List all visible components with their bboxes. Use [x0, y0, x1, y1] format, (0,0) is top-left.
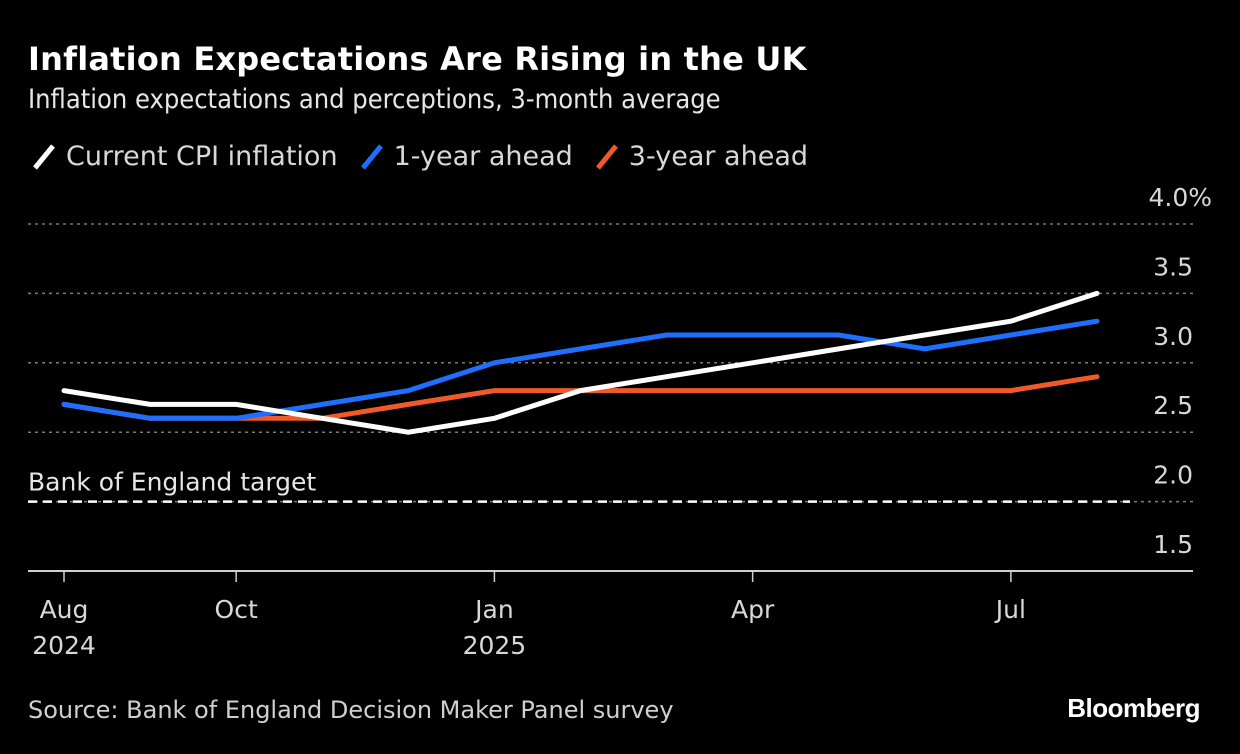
- x-tick-label: Apr: [731, 595, 775, 624]
- x-tick-label: Aug: [40, 595, 89, 624]
- gridlines: [28, 223, 1193, 503]
- series-line-3-year-ahead: [61, 374, 1100, 421]
- y-tick-label: 3.0: [1153, 322, 1193, 351]
- y-axis: 4.0% 3.5 3.0 2.5 2.0 1.5: [1148, 183, 1212, 559]
- legend-label-cpi: Current CPI inflation: [66, 141, 338, 172]
- bloomberg-logo: Bloomberg: [1067, 693, 1200, 723]
- legend-item-cpi: Current CPI inflation: [30, 141, 338, 172]
- source-note: Source: Bank of England Decision Maker P…: [28, 696, 674, 724]
- legend: Current CPI inflation 1-year ahead 3-yea…: [30, 141, 828, 172]
- x-tick-year-label: 2025: [463, 631, 527, 660]
- x-tick-label: Oct: [215, 595, 258, 624]
- series: [61, 290, 1100, 435]
- y-tick-label: 2.5: [1153, 391, 1193, 420]
- chart-title: Inflation Expectations Are Rising in the…: [28, 40, 807, 78]
- target-label: Bank of England target: [28, 468, 316, 497]
- x-tick-year-label: 2024: [32, 631, 96, 660]
- y-tick-label: 4.0%: [1148, 183, 1212, 212]
- y-tick-label: 3.5: [1153, 252, 1193, 281]
- legend-item-3yr: 3-year ahead: [593, 141, 808, 172]
- x-tick-label: Jan: [473, 595, 514, 624]
- y-tick-label: 2.0: [1153, 461, 1193, 490]
- legend-label-3yr: 3-year ahead: [628, 141, 808, 172]
- legend-item-1yr: 1-year ahead: [358, 141, 573, 172]
- legend-swatch-3yr-icon: [595, 143, 618, 170]
- chart-subtitle: Inflation expectations and perceptions, …: [28, 84, 721, 115]
- y-tick-label: 1.5: [1153, 530, 1193, 559]
- target-annotation: Bank of England target: [28, 468, 1130, 503]
- legend-label-1yr: 1-year ahead: [393, 141, 573, 172]
- legend-swatch-cpi-icon: [33, 143, 55, 170]
- x-axis: Aug 2024 Oct Jan 2025 Apr Jul: [28, 570, 1193, 660]
- legend-swatch-1yr-icon: [360, 143, 383, 170]
- x-tick-label: Jul: [994, 595, 1026, 624]
